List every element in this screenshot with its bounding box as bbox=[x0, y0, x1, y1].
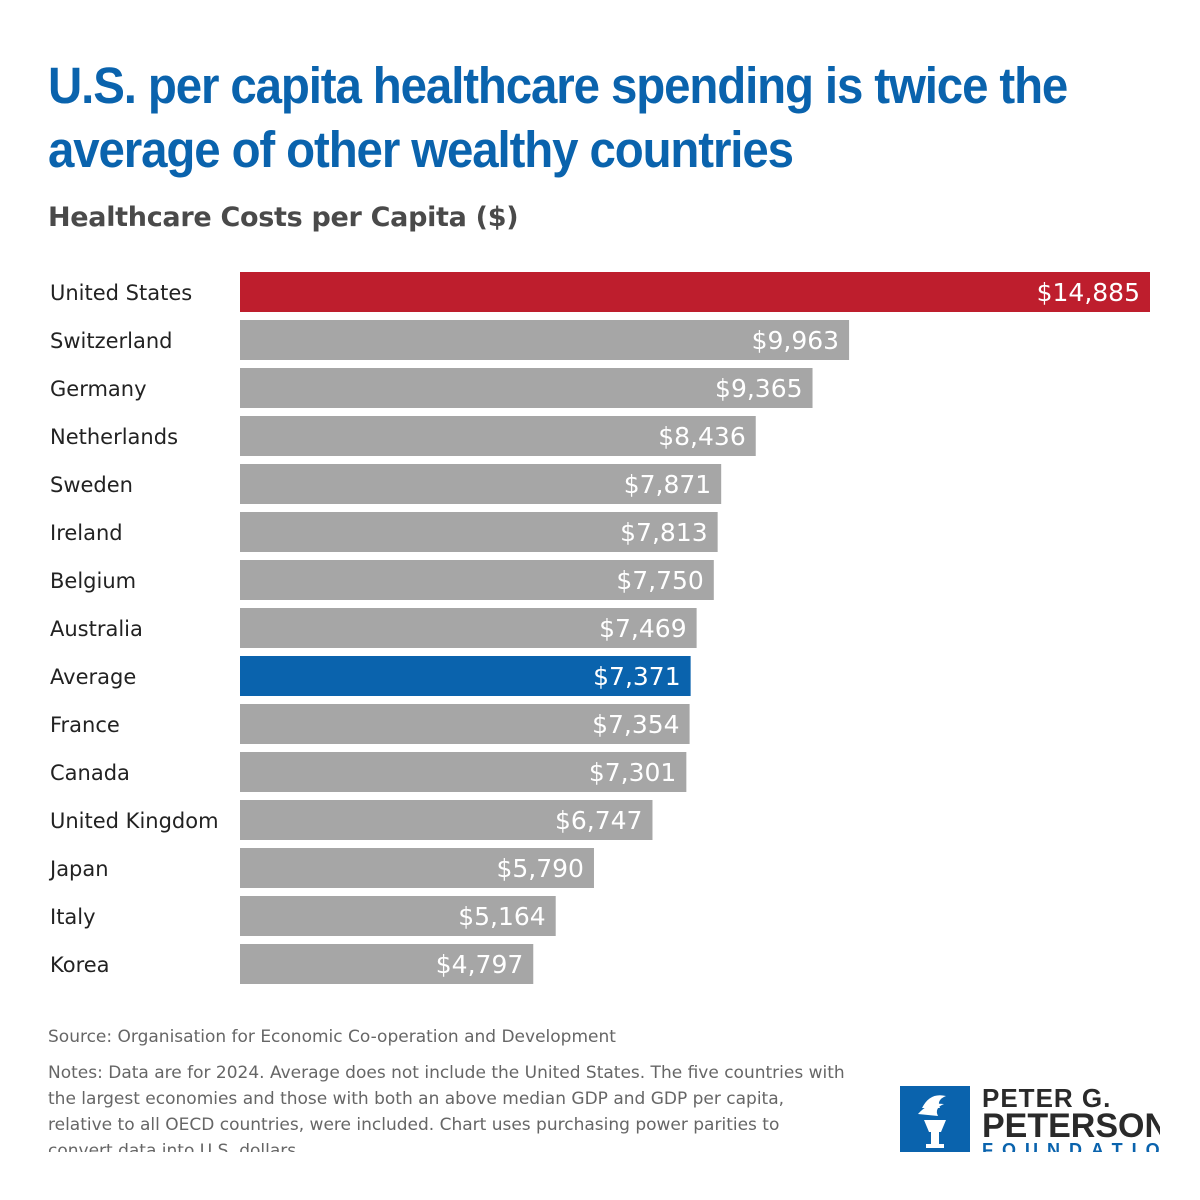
bar-united-kingdom bbox=[240, 800, 653, 840]
category-label-belgium: Belgium bbox=[50, 569, 136, 593]
bar-switzerland bbox=[240, 320, 850, 360]
logo-line-2: PETERSON bbox=[982, 1107, 1160, 1145]
value-label-korea: $4,797 bbox=[436, 950, 523, 979]
bar-united-states bbox=[240, 272, 1150, 312]
value-label-average: $7,371 bbox=[593, 662, 680, 691]
value-label-switzerland: $9,963 bbox=[752, 326, 839, 355]
category-label-korea: Korea bbox=[50, 953, 110, 977]
value-label-canada: $7,301 bbox=[589, 758, 676, 787]
value-label-netherlands: $8,436 bbox=[658, 422, 745, 451]
category-label-australia: Australia bbox=[50, 617, 143, 641]
category-label-italy: Italy bbox=[50, 905, 96, 929]
bar-italy bbox=[240, 896, 556, 936]
value-label-france: $7,354 bbox=[592, 710, 679, 739]
logo-line-1: PETER G. bbox=[982, 1084, 1112, 1113]
value-label-australia: $7,469 bbox=[599, 614, 686, 643]
category-label-united-states: United States bbox=[50, 281, 192, 305]
bar-sweden bbox=[240, 464, 722, 504]
notes-text: Notes: Data are for 2024. Average does n… bbox=[48, 1063, 845, 1152]
chart-subtitle: Healthcare Costs per Capita ($) bbox=[48, 202, 519, 233]
value-label-sweden: $7,871 bbox=[624, 470, 711, 499]
bar-germany bbox=[240, 368, 813, 408]
category-label-switzerland: Switzerland bbox=[50, 329, 173, 353]
bar-netherlands bbox=[240, 416, 756, 456]
value-label-ireland: $7,813 bbox=[620, 518, 707, 547]
value-label-belgium: $7,750 bbox=[616, 566, 703, 595]
bar-korea bbox=[240, 944, 534, 984]
category-label-netherlands: Netherlands bbox=[50, 425, 178, 449]
bar-australia bbox=[240, 608, 697, 648]
bar-ireland bbox=[240, 512, 718, 552]
category-label-ireland: Ireland bbox=[50, 521, 123, 545]
category-label-japan: Japan bbox=[48, 857, 109, 881]
value-label-united-kingdom: $6,747 bbox=[555, 806, 642, 835]
bar-canada bbox=[240, 752, 687, 792]
peterson-foundation-logo: PETER G. PETERSON FOUNDATION bbox=[900, 1084, 1160, 1152]
category-label-average: Average bbox=[50, 665, 136, 689]
category-label-sweden: Sweden bbox=[50, 473, 133, 497]
logo-line-3: FOUNDATION bbox=[982, 1140, 1160, 1152]
bar-chart: United States $14,885 Switzerland $9,963 Ger… bbox=[48, 272, 1150, 984]
torch-icon bbox=[900, 1086, 970, 1152]
bar-japan bbox=[240, 848, 594, 888]
category-label-united-kingdom: United Kingdom bbox=[50, 809, 219, 833]
bar-belgium bbox=[240, 560, 714, 600]
chart-title: U.S. per capita healthcare spending is t… bbox=[48, 54, 1090, 182]
chart-title-line-2: average of other wealthy countries bbox=[48, 121, 794, 178]
chart-title-line-1: U.S. per capita healthcare spending is t… bbox=[48, 57, 1068, 114]
bar-france bbox=[240, 704, 690, 744]
value-label-japan: $5,790 bbox=[496, 854, 583, 883]
category-label-canada: Canada bbox=[50, 761, 130, 785]
source-note: Source: Organisation for Economic Co-ope… bbox=[48, 1027, 616, 1047]
category-label-france: France bbox=[50, 713, 120, 737]
value-label-germany: $9,365 bbox=[715, 374, 802, 403]
category-label-germany: Germany bbox=[50, 377, 147, 401]
value-label-united-states: $14,885 bbox=[1037, 278, 1140, 307]
bar-average bbox=[240, 656, 691, 696]
value-label-italy: $5,164 bbox=[458, 902, 545, 931]
